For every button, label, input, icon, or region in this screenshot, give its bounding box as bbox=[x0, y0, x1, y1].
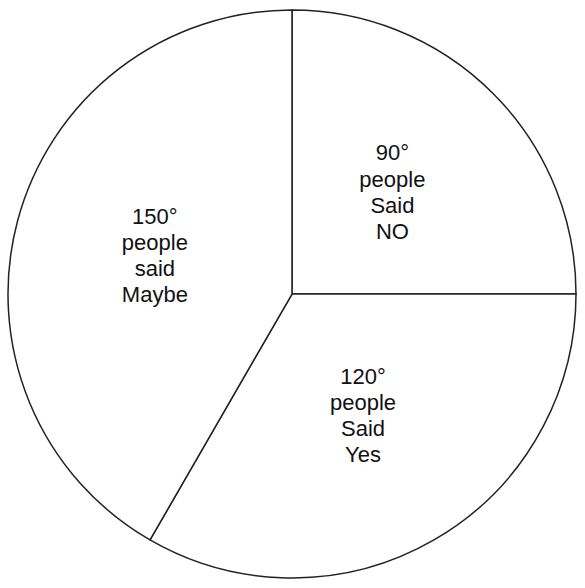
slice bbox=[8, 10, 292, 540]
labels: 90°peopleSaidNO 120°peopleSaidYes 150°peop… bbox=[122, 140, 426, 466]
data-label: 150° bbox=[132, 204, 178, 229]
chart: 90°peopleSaidNO 120°peopleSaidYes 150°peop… bbox=[0, 0, 585, 588]
data-label: 90° bbox=[376, 140, 409, 165]
slice-label: peoplesaidMaybe bbox=[122, 230, 188, 307]
slice-label: peopleSaidYes bbox=[330, 390, 396, 467]
slice-label: peopleSaidNO bbox=[359, 166, 425, 243]
data-label: 120° bbox=[340, 364, 386, 389]
slice bbox=[292, 10, 576, 294]
pie bbox=[8, 10, 576, 578]
